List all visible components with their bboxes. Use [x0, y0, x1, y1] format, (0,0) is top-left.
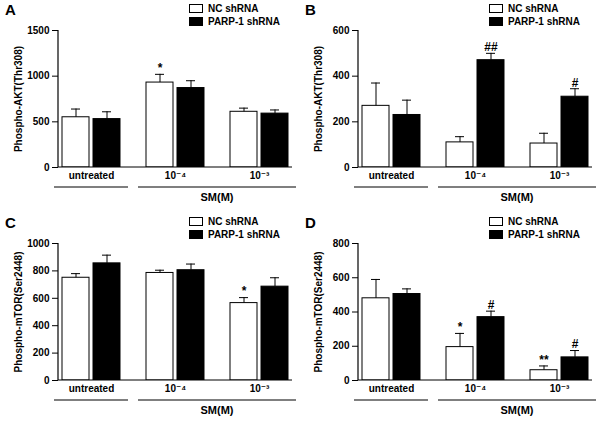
svg-text:600: 600	[333, 272, 350, 283]
svg-text:1500: 1500	[27, 25, 50, 36]
svg-text:600: 600	[333, 25, 350, 36]
svg-text:10⁻³: 10⁻³	[250, 383, 270, 394]
svg-text:0: 0	[44, 375, 50, 386]
svg-text:10⁻⁴: 10⁻⁴	[165, 383, 186, 394]
svg-text:Phospho-mTOR(Ser2448): Phospho-mTOR(Ser2448)	[313, 252, 324, 373]
svg-text:10⁻³: 10⁻³	[250, 170, 270, 181]
svg-text:*: *	[458, 320, 463, 334]
svg-text:600: 600	[33, 293, 50, 304]
html-text:NC shRNA: NC shRNA	[208, 3, 259, 14]
svg-text:200: 200	[33, 347, 50, 358]
svg-text:200: 200	[333, 116, 350, 127]
svg-text:untreated: untreated	[69, 383, 115, 394]
svg-text:untreated: untreated	[369, 170, 415, 181]
svg-text:500: 500	[33, 116, 50, 127]
svg-text:untreated: untreated	[369, 383, 415, 394]
svg-text:Phospho-AKT(Thr308): Phospho-AKT(Thr308)	[313, 46, 324, 152]
html-text:PARP-1 shRNA: PARP-1 shRNA	[208, 16, 280, 27]
svg-text:0: 0	[344, 375, 350, 386]
svg-text:#: #	[572, 76, 579, 90]
svg-text:##: ##	[484, 40, 498, 54]
svg-text:10⁻³: 10⁻³	[550, 383, 570, 394]
svg-text:Phospho-mTOR(Ser2448): Phospho-mTOR(Ser2448)	[13, 252, 24, 373]
svg-text:1000: 1000	[27, 70, 50, 81]
svg-text:10⁻³: 10⁻³	[550, 170, 570, 181]
html-text:C: C	[5, 214, 16, 231]
html-text:PARP-1 shRNA: PARP-1 shRNA	[508, 16, 580, 27]
svg-text:#: #	[488, 298, 495, 312]
svg-text:Phospho-AKT(Thr308): Phospho-AKT(Thr308)	[13, 46, 24, 152]
svg-text:400: 400	[333, 70, 350, 81]
html-text:NC shRNA: NC shRNA	[508, 3, 559, 14]
svg-text:0: 0	[44, 162, 50, 173]
svg-text:SM(M): SM(M)	[501, 404, 534, 416]
html-text:A: A	[5, 1, 16, 18]
svg-text:200: 200	[333, 340, 350, 351]
svg-text:*: *	[242, 284, 247, 298]
svg-text:10⁻⁴: 10⁻⁴	[465, 170, 486, 181]
svg-text:SM(M): SM(M)	[201, 404, 234, 416]
html-text:NC shRNA: NC shRNA	[508, 216, 559, 227]
svg-text:#: #	[572, 337, 579, 351]
svg-text:0: 0	[344, 162, 350, 173]
svg-text:SM(M): SM(M)	[201, 191, 234, 203]
svg-text:*: *	[158, 61, 163, 75]
html-text:PARP-1 shRNA: PARP-1 shRNA	[508, 229, 580, 240]
svg-text:800: 800	[33, 265, 50, 276]
svg-text:**: **	[539, 353, 549, 367]
svg-text:400: 400	[33, 320, 50, 331]
html-text:B: B	[305, 1, 316, 18]
svg-text:1000: 1000	[27, 238, 50, 249]
svg-text:10⁻⁴: 10⁻⁴	[165, 170, 186, 181]
html-text:PARP-1 shRNA: PARP-1 shRNA	[208, 229, 280, 240]
svg-text:10⁻⁴: 10⁻⁴	[465, 383, 486, 394]
svg-text:untreated: untreated	[69, 170, 115, 181]
svg-text:400: 400	[333, 306, 350, 317]
svg-text:800: 800	[333, 238, 350, 249]
html-text:NC shRNA: NC shRNA	[208, 216, 259, 227]
html-text:D: D	[305, 214, 316, 231]
svg-text:SM(M): SM(M)	[501, 191, 534, 203]
